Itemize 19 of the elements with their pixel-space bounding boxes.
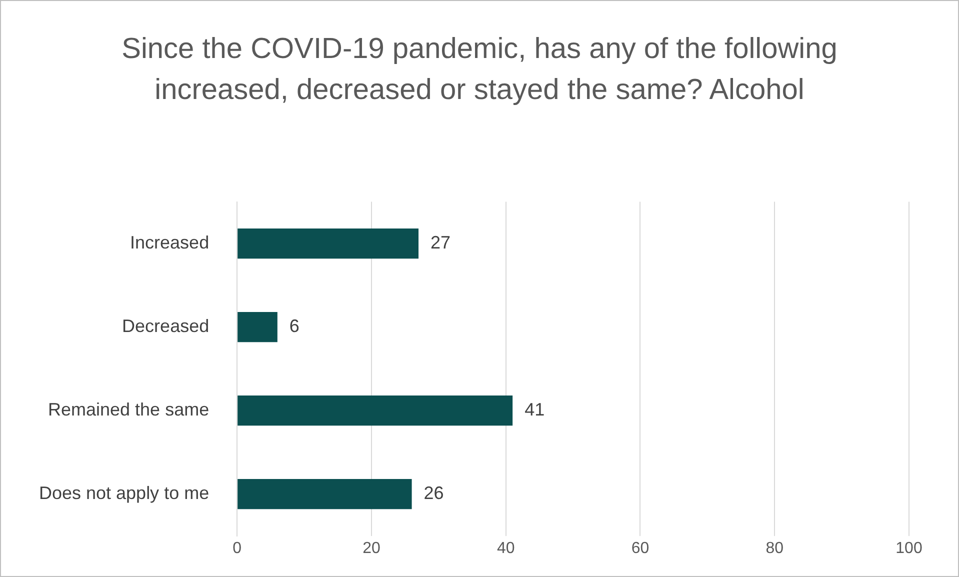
chart-title: Since the COVID-19 pandemic, has any of the following increased, decreased or stayed the same? Alcohol bbox=[120, 32, 838, 108]
bar bbox=[238, 396, 513, 426]
x-tick-label: 60 bbox=[631, 540, 650, 557]
data-label: 41 bbox=[524, 400, 545, 420]
bar bbox=[238, 479, 412, 510]
data-label: 6 bbox=[289, 316, 300, 336]
y-tick-label: Increased bbox=[130, 232, 210, 253]
y-tick-label: Remained the same bbox=[48, 400, 210, 420]
y-tick-label: Decreased bbox=[122, 316, 210, 336]
x-tick-label: 0 bbox=[232, 540, 242, 557]
x-tick-label: 40 bbox=[496, 540, 515, 557]
x-tick-label: 80 bbox=[766, 540, 784, 557]
bar bbox=[238, 312, 278, 342]
data-label: 26 bbox=[424, 483, 444, 504]
data-label: 27 bbox=[430, 232, 451, 253]
y-tick-label: Does not apply to me bbox=[38, 483, 210, 504]
x-tick-label: 20 bbox=[362, 540, 380, 557]
bar bbox=[238, 228, 419, 259]
x-tick-label: 100 bbox=[896, 540, 922, 557]
